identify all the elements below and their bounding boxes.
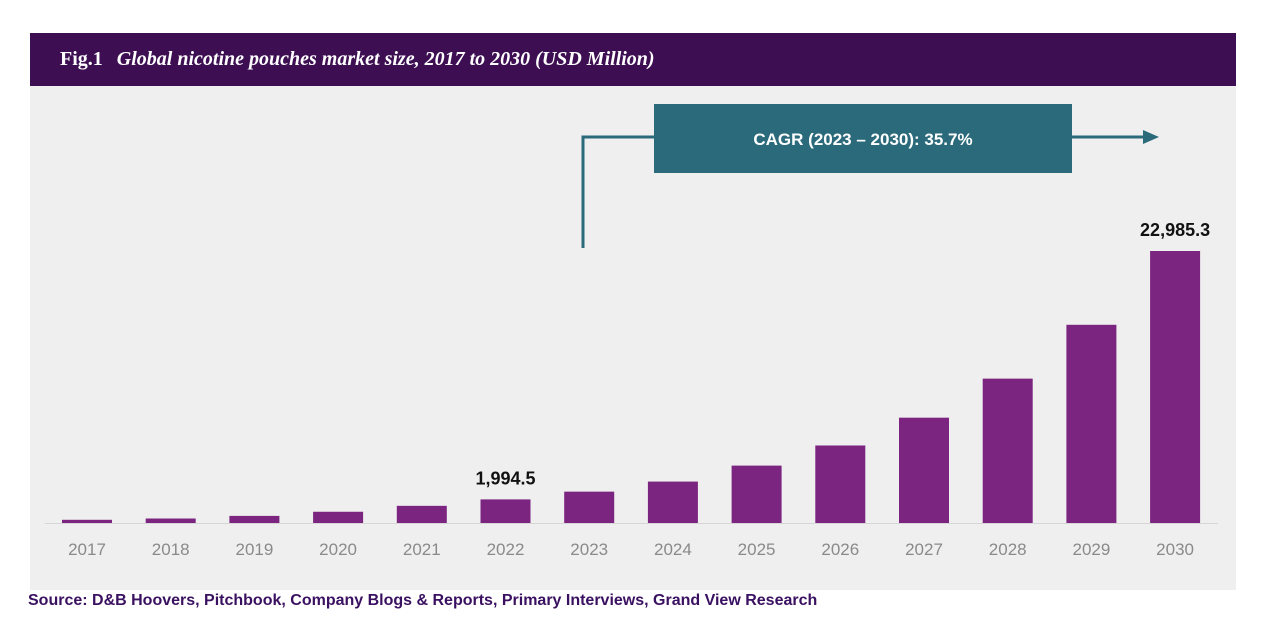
x-tick-label: 2026 [821, 540, 859, 559]
data-label-2022: 1,994.5 [475, 468, 535, 488]
bar-2023 [564, 491, 615, 523]
x-tick-label: 2024 [654, 540, 692, 559]
title-bar: Fig.1 Global nicotine pouches market siz… [30, 33, 1236, 86]
x-tick-label: 2023 [570, 540, 608, 559]
bar-2021 [396, 505, 447, 523]
bar-2018 [145, 518, 196, 523]
figure-label: Fig.1 [60, 48, 103, 70]
x-tick-label: 2017 [68, 540, 106, 559]
bar-2025 [731, 465, 782, 523]
cagr-text: CAGR (2023 – 2030): 35.7% [753, 130, 972, 149]
bar-2026 [815, 445, 866, 523]
bar-2017 [62, 519, 112, 523]
x-tick-label: 2020 [319, 540, 357, 559]
bar-2022 [480, 499, 531, 523]
x-tick-label: 2027 [905, 540, 943, 559]
x-tick-label: 2030 [1156, 540, 1194, 559]
x-tick-label: 2019 [235, 540, 273, 559]
x-tick-label: 2018 [152, 540, 190, 559]
x-tick-label: 2028 [989, 540, 1027, 559]
x-tick-label: 2025 [738, 540, 776, 559]
chart-title: Global nicotine pouches market size, 201… [116, 48, 655, 70]
cagr-box [654, 104, 1072, 173]
bar-2030 [1150, 251, 1201, 523]
bar-2019 [229, 515, 280, 523]
x-tick-label: 2029 [1072, 540, 1110, 559]
bar-2028 [982, 378, 1033, 523]
source-note: Source: D&B Hoovers, Pitchbook, Company … [28, 592, 818, 609]
arrow-right-icon [1143, 130, 1159, 144]
bar-2020 [313, 511, 364, 523]
cagr-annotation: CAGR (2023 – 2030): 35.7% [581, 104, 1159, 248]
cagr-connector-line [581, 135, 655, 248]
x-tick-label: 2021 [403, 540, 441, 559]
bar-2024 [647, 481, 698, 523]
data-label-2030: 22,985.3 [1140, 220, 1210, 240]
x-tick-label: 2022 [487, 540, 525, 559]
bar-2027 [899, 417, 949, 523]
bar-2029 [1066, 324, 1117, 523]
